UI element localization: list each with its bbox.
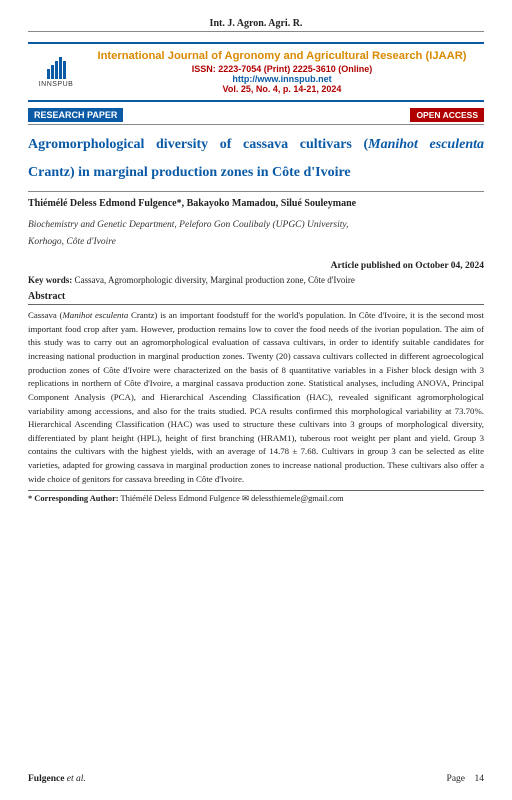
- footer-etal: et al.: [67, 774, 86, 784]
- keywords-text: Cassava, Agromorphologic diversity, Marg…: [72, 275, 355, 285]
- issn-line: ISSN: 2223-7054 (Print) 2225-3610 (Onlin…: [86, 64, 478, 74]
- corresponding-label: * Corresponding Author:: [28, 494, 119, 503]
- affiliation: Biochemistry and Genetic Department, Pel…: [28, 217, 484, 251]
- journal-meta: International Journal of Agronomy and Ag…: [86, 50, 478, 94]
- abstract-body: Crantz) is an important foodstuff for th…: [28, 310, 484, 484]
- affiliation-line-2: Korhogo, Côte d'Ivoire: [28, 234, 484, 251]
- volume-info: Vol. 25, No. 4, p. 14-21, 2024: [86, 84, 478, 94]
- abstract-p1a: Cassava (: [28, 310, 62, 320]
- logo-bars-icon: [47, 57, 66, 79]
- logo-text: INNSPUB: [39, 81, 74, 88]
- corresponding-email[interactable]: delessthiemele@gmail.com: [249, 494, 344, 503]
- abstract-species: Manihot esculenta: [62, 310, 128, 320]
- keywords: Key words: Cassava, Agromorphologic dive…: [28, 275, 484, 285]
- corresponding-name: Thiémélé Deless Edmond Fulgence: [119, 494, 242, 503]
- page-number: 14: [475, 774, 485, 784]
- top-rule: [28, 31, 484, 32]
- footer-page: Page 14: [447, 774, 484, 784]
- mail-icon: ✉: [242, 493, 249, 503]
- abstract-heading: Abstract: [28, 291, 484, 302]
- open-access-badge: OPEN ACCESS: [410, 108, 484, 122]
- research-paper-badge: RESEARCH PAPER: [28, 108, 123, 122]
- journal-short-title: Int. J. Agron. Agri. R.: [28, 18, 484, 29]
- abstract-rule: [28, 304, 484, 305]
- publisher-logo: INNSPUB: [34, 50, 78, 94]
- title-top-rule: [28, 124, 484, 125]
- journal-url[interactable]: http://www.innspub.net: [86, 74, 478, 84]
- affiliation-line-1: Biochemistry and Genetic Department, Pel…: [28, 217, 484, 234]
- footer-author: Fulgence et al.: [28, 774, 86, 784]
- authors: Thiémélé Deless Edmond Fulgence*, Bakayo…: [28, 198, 484, 209]
- section-bar: RESEARCH PAPER OPEN ACCESS: [28, 108, 484, 122]
- journal-header: INNSPUB International Journal of Agronom…: [28, 42, 484, 102]
- title-pre: Agromorphological diversity of cassava c…: [28, 137, 368, 152]
- abstract-text: Cassava (Manihot esculenta Crantz) is an…: [28, 309, 484, 486]
- corresponding-author: * Corresponding Author: Thiémélé Deless …: [28, 493, 484, 503]
- publication-date: Article published on October 04, 2024: [28, 261, 484, 271]
- page-footer: Fulgence et al. Page 14: [28, 774, 484, 784]
- article-title: Agromorphological diversity of cassava c…: [28, 131, 484, 187]
- footer-author-name: Fulgence: [28, 774, 67, 784]
- title-bottom-rule: [28, 191, 484, 192]
- page-label: Page: [447, 774, 465, 784]
- title-post: Crantz) in marginal production zones in …: [28, 165, 351, 180]
- corresponding-rule: [28, 490, 484, 491]
- keywords-label: Key words:: [28, 275, 72, 285]
- title-species: Manihot esculenta: [368, 137, 484, 152]
- journal-name: International Journal of Agronomy and Ag…: [86, 50, 478, 62]
